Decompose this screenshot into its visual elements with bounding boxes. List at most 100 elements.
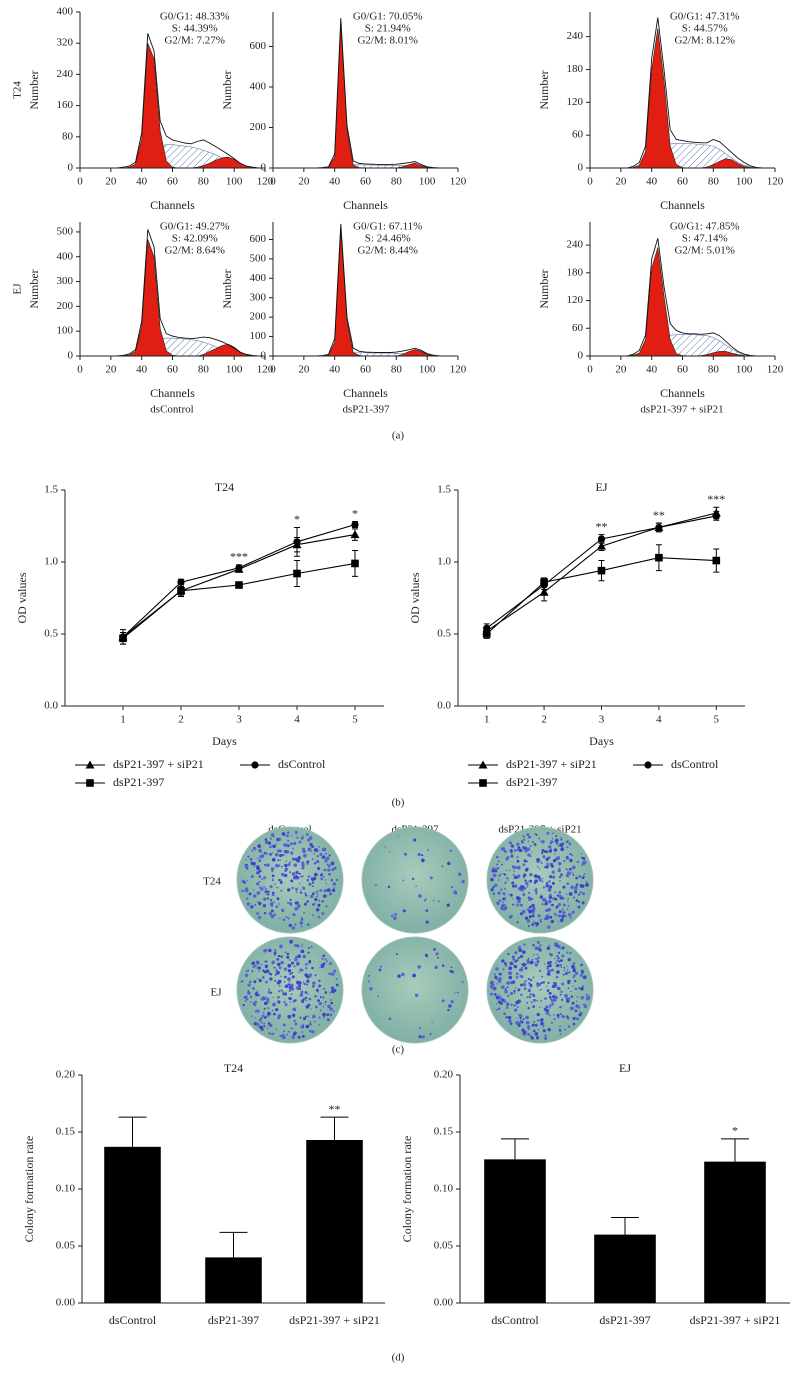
colony — [577, 893, 581, 896]
y-axis-label: Number — [220, 70, 234, 109]
colony — [497, 1007, 501, 1011]
colony — [543, 850, 547, 853]
colony — [495, 994, 498, 997]
y-tick-label: 0.00 — [434, 1297, 454, 1309]
colony — [298, 872, 301, 875]
colony — [294, 999, 297, 1002]
colony — [282, 991, 285, 994]
colony — [318, 889, 320, 892]
colony — [276, 837, 279, 840]
colony — [532, 943, 535, 947]
colony — [270, 833, 275, 837]
colony — [543, 1024, 545, 1027]
colony — [298, 876, 300, 878]
y-tick-label: 0.0 — [437, 700, 451, 712]
colony — [524, 849, 528, 853]
colony — [580, 963, 583, 967]
panel-label: (d) — [392, 1352, 405, 1364]
x-tick-label: 3 — [599, 714, 605, 726]
colony — [579, 973, 583, 977]
colony — [437, 956, 439, 959]
colony — [506, 995, 509, 998]
colony — [544, 997, 547, 1000]
colony — [280, 989, 283, 992]
colony — [573, 896, 576, 899]
colony — [282, 1023, 286, 1027]
colony — [539, 919, 542, 921]
colony — [291, 872, 296, 876]
colony — [303, 853, 307, 858]
colony — [515, 1000, 519, 1005]
colony — [522, 835, 525, 838]
data-point — [351, 559, 359, 568]
colony — [504, 894, 506, 896]
colony — [564, 915, 567, 918]
colony — [540, 988, 543, 991]
colony — [311, 1030, 315, 1034]
colony — [576, 996, 579, 998]
colony — [550, 864, 554, 868]
colony — [274, 979, 277, 982]
colony — [529, 960, 534, 965]
colony — [300, 917, 303, 920]
colony — [542, 855, 546, 859]
colony — [504, 999, 506, 1001]
colony — [303, 902, 307, 906]
legend-label: dsP21-397 + siP21 — [113, 757, 204, 771]
colony — [329, 992, 331, 994]
colony — [306, 900, 309, 903]
colony — [526, 919, 530, 922]
x-tick-label: 80 — [708, 364, 720, 376]
colony — [536, 865, 539, 868]
colony — [261, 1021, 263, 1024]
colony — [522, 1018, 525, 1021]
colony — [540, 1018, 544, 1022]
colony — [575, 1017, 579, 1021]
colony — [277, 996, 279, 999]
colony — [316, 893, 319, 896]
colony — [269, 885, 273, 889]
colony — [541, 880, 544, 883]
colony — [577, 986, 581, 990]
colony — [571, 910, 575, 914]
colony — [567, 1025, 571, 1028]
y-axis-label: Number — [27, 269, 41, 308]
colony — [421, 854, 424, 857]
colony — [549, 974, 551, 976]
colony — [527, 925, 530, 928]
colony — [263, 1007, 266, 1010]
colony — [548, 995, 552, 999]
significance: *** — [707, 492, 725, 506]
colony — [548, 849, 552, 853]
x-tick-label: 2 — [541, 714, 547, 726]
colony — [498, 860, 500, 863]
colony — [266, 863, 270, 867]
colony — [328, 864, 331, 868]
colony — [537, 875, 541, 879]
colony — [291, 834, 293, 837]
colony — [546, 965, 549, 968]
colony — [535, 922, 540, 926]
colony — [253, 903, 257, 907]
colony — [294, 1022, 298, 1026]
colony — [377, 995, 380, 998]
colony — [287, 888, 291, 892]
colony — [375, 884, 377, 887]
data-point — [177, 578, 185, 586]
colony — [289, 898, 292, 901]
colony — [542, 1029, 546, 1033]
data-point — [119, 634, 127, 643]
colony — [272, 1002, 276, 1007]
colony — [566, 900, 569, 902]
colony — [528, 995, 532, 999]
colony — [504, 962, 507, 965]
colony — [287, 1030, 290, 1033]
y-tick-label: 160 — [57, 99, 74, 111]
colony — [424, 898, 427, 901]
colony — [302, 981, 305, 984]
colony — [429, 876, 433, 880]
colony — [502, 968, 505, 971]
colony — [545, 899, 547, 901]
colony — [529, 872, 533, 877]
